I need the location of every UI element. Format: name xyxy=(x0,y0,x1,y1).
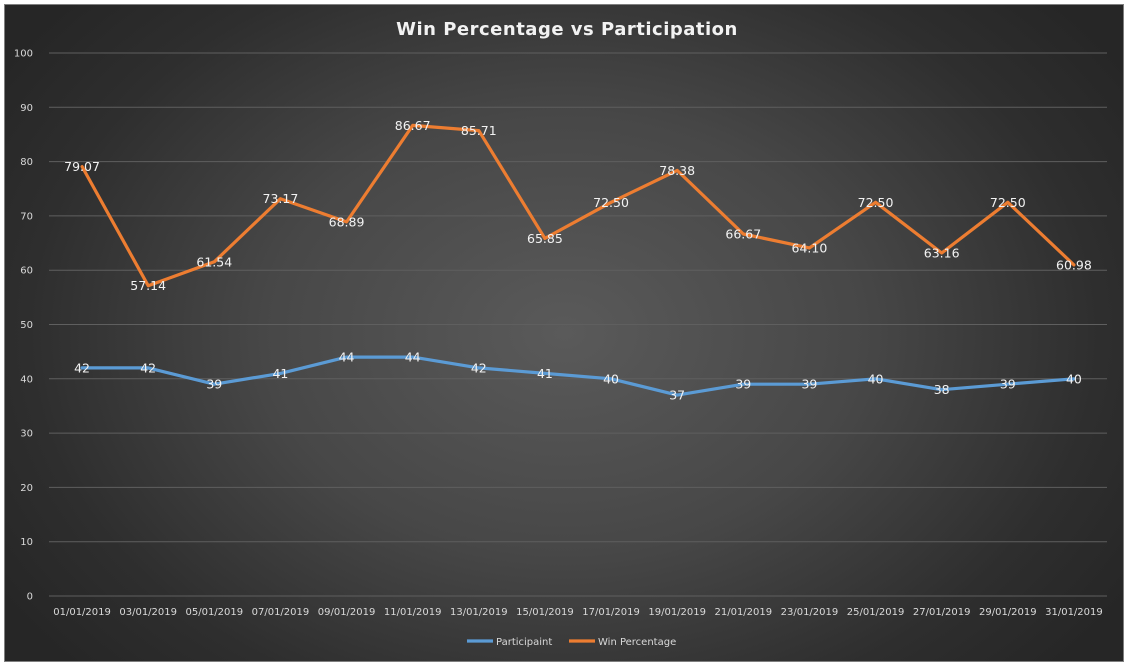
data-label: 63.16 xyxy=(924,246,960,261)
x-axis-tick-labels: 01/01/2019 03/01/2019 05/01/2019 07/01/2019… xyxy=(53,607,1103,618)
x-tick-label: 03/01/2019 xyxy=(119,607,177,618)
y-tick-label: 80 xyxy=(20,157,33,168)
x-tick-label: 09/01/2019 xyxy=(318,607,376,618)
x-tick-label: 21/01/2019 xyxy=(714,607,772,618)
data-label: 72.50 xyxy=(990,195,1026,210)
data-label: 66.67 xyxy=(725,226,761,241)
data-label: 61.54 xyxy=(196,254,232,269)
x-tick-label: 15/01/2019 xyxy=(516,607,574,618)
series-lines xyxy=(80,123,1076,397)
x-tick-label: 17/01/2019 xyxy=(582,607,640,618)
y-tick-label: 60 xyxy=(20,266,33,277)
data-label: 39 xyxy=(206,377,222,392)
data-label: 39 xyxy=(1000,377,1016,392)
series-line-0 xyxy=(80,355,1076,397)
data-label: 57.14 xyxy=(130,278,166,293)
y-tick-label: 50 xyxy=(20,320,33,331)
x-tick-label: 31/01/2019 xyxy=(1045,607,1103,618)
y-tick-label: 90 xyxy=(20,103,33,114)
data-label: 40 xyxy=(1066,371,1082,386)
line-chart: Win Percentage vs Participation 0 10 20 30 4… xyxy=(14,19,1107,648)
data-label: 41 xyxy=(537,366,553,381)
data-label: 85.71 xyxy=(461,123,497,138)
x-tick-label: 11/01/2019 xyxy=(384,607,442,618)
data-label: 72.50 xyxy=(858,195,894,210)
x-tick-label: 29/01/2019 xyxy=(979,607,1037,618)
y-tick-label: 0 xyxy=(27,592,33,603)
x-tick-label: 13/01/2019 xyxy=(450,607,508,618)
data-label: 42 xyxy=(471,360,487,375)
data-label: 73.17 xyxy=(263,191,299,206)
x-tick-label: 01/01/2019 xyxy=(53,607,111,618)
data-label: 65.85 xyxy=(527,231,563,246)
data-label: 86.67 xyxy=(395,118,431,133)
data-label: 78.38 xyxy=(659,163,695,178)
y-tick-label: 10 xyxy=(20,537,33,548)
data-label: 44 xyxy=(405,350,421,365)
y-tick-label: 20 xyxy=(20,483,33,494)
x-tick-label: 19/01/2019 xyxy=(648,607,706,618)
chart-area: Win Percentage vs Participation 0 10 20 30 4… xyxy=(4,4,1124,662)
chart-title: Win Percentage vs Participation xyxy=(396,19,738,40)
data-label: 42 xyxy=(74,360,90,375)
data-label: 40 xyxy=(868,371,884,386)
data-label: 42 xyxy=(140,360,156,375)
data-label: 39 xyxy=(735,377,751,392)
data-label: 72.50 xyxy=(593,195,629,210)
legend-label: Win Percentage xyxy=(598,637,676,648)
y-tick-label: 30 xyxy=(20,429,33,440)
x-tick-label: 23/01/2019 xyxy=(781,607,839,618)
data-label: 60.98 xyxy=(1056,257,1092,272)
data-label: 79.07 xyxy=(64,159,100,174)
data-label: 39 xyxy=(801,377,817,392)
data-label: 40 xyxy=(603,371,619,386)
x-tick-label: 27/01/2019 xyxy=(913,607,971,618)
data-labels: 42 42 39 41 44 44 42 41 40 37 39 39 40 38 39 40 79.07 57.… xyxy=(64,118,1092,403)
y-tick-label: 100 xyxy=(14,49,33,60)
data-label: 68.89 xyxy=(329,214,365,229)
gridlines xyxy=(49,52,1107,597)
data-label: 64.10 xyxy=(792,240,828,255)
data-label: 44 xyxy=(339,350,355,365)
data-label: 37 xyxy=(669,388,685,403)
series-line-1 xyxy=(80,123,1076,288)
data-label: 38 xyxy=(934,382,950,397)
y-tick-label: 40 xyxy=(20,374,33,385)
x-tick-label: 05/01/2019 xyxy=(185,607,243,618)
y-tick-label: 70 xyxy=(20,211,33,222)
x-tick-label: 07/01/2019 xyxy=(252,607,310,618)
legend[interactable]: Participaint Win Percentage xyxy=(467,637,676,648)
legend-label: Participaint xyxy=(496,637,552,648)
y-axis-tick-labels: 0 10 20 30 40 50 60 70 80 90 100 xyxy=(14,49,33,603)
data-label: 41 xyxy=(272,366,288,381)
x-tick-label: 25/01/2019 xyxy=(847,607,905,618)
